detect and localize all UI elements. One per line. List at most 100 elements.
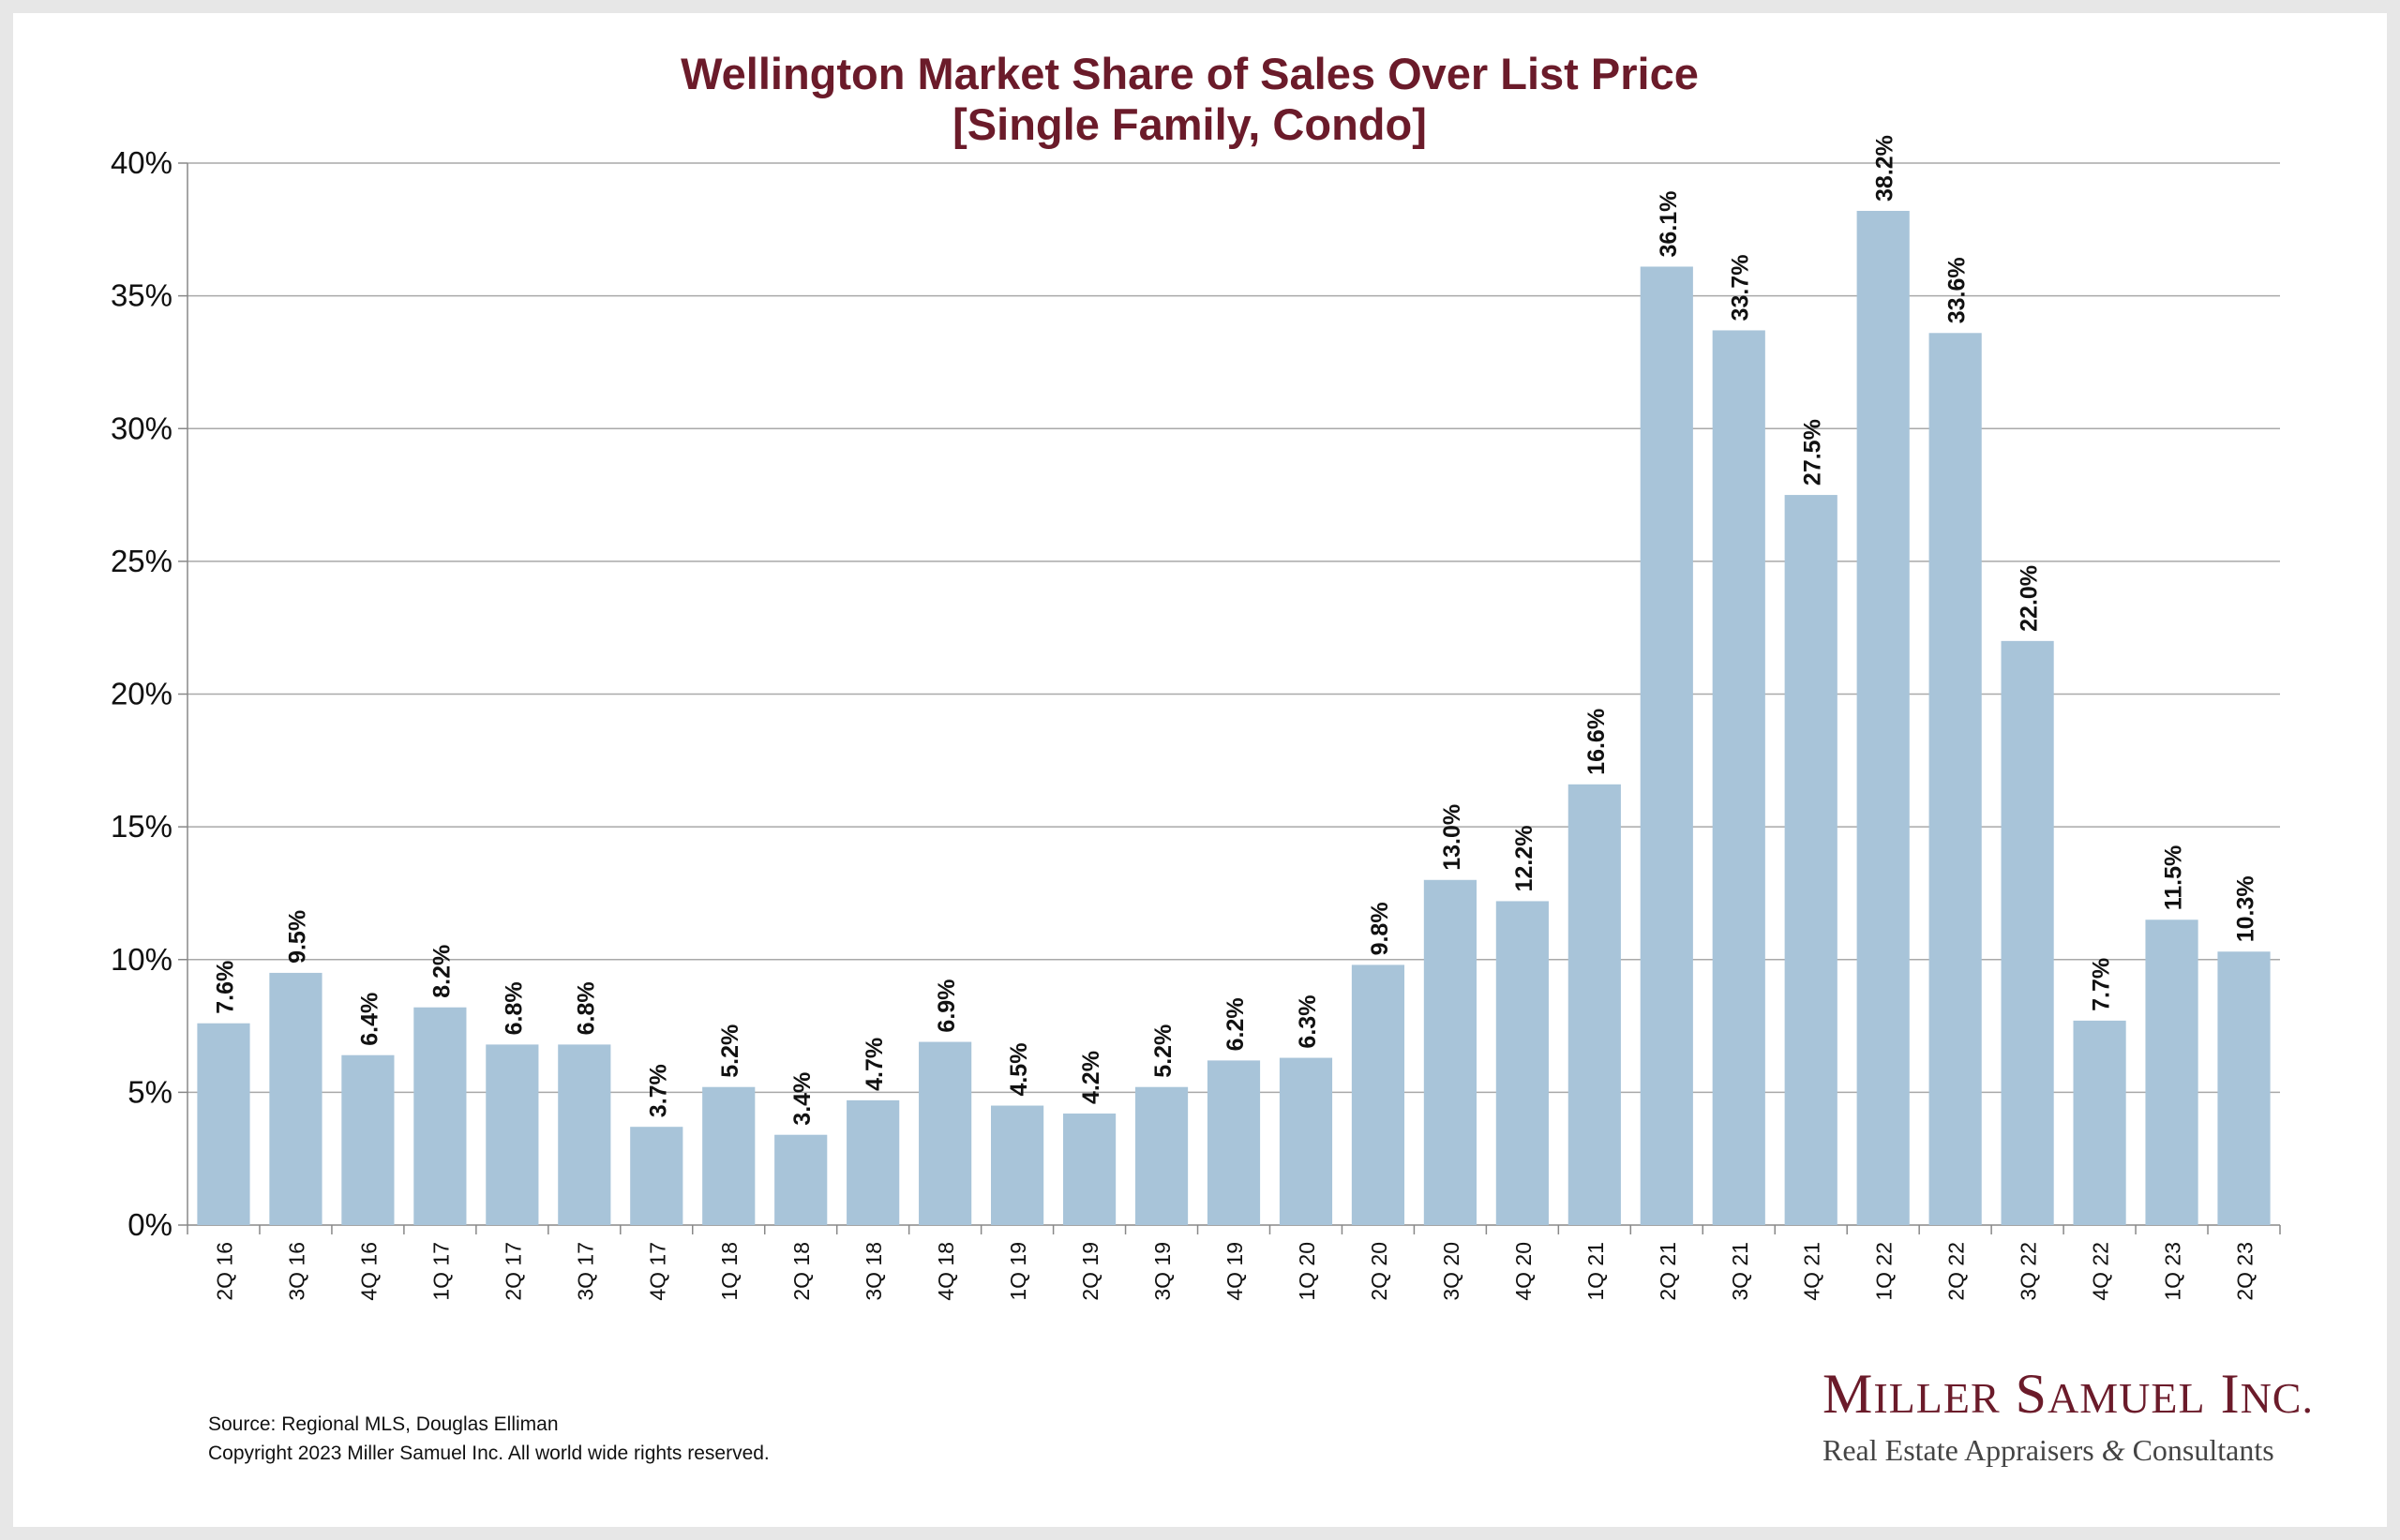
x-tick-label: 1Q 20	[1295, 1242, 1319, 1301]
bar	[1712, 330, 1765, 1225]
data-label: 10.3%	[2233, 875, 2259, 942]
bar	[1495, 901, 1549, 1225]
x-tick-label: 3Q 20	[1439, 1242, 1463, 1301]
data-label: 8.2%	[428, 945, 455, 998]
data-label: 6.8%	[501, 981, 527, 1035]
bar	[630, 1127, 683, 1225]
x-tick-label: 2Q 16	[212, 1242, 236, 1301]
x-tick-label: 3Q 16	[284, 1242, 308, 1301]
x-tick-label: 1Q 22	[1872, 1242, 1897, 1301]
y-tick-label: 10%	[111, 942, 172, 977]
chart-slide: Wellington Market Share of Sales Over Li…	[13, 13, 2387, 1527]
x-tick-label: 3Q 22	[2017, 1242, 2041, 1301]
data-label: 11.5%	[2161, 845, 2187, 911]
y-tick-label: 35%	[111, 278, 172, 313]
x-tick-label: 3Q 18	[862, 1242, 886, 1301]
company-logo: MILLER SAMUEL INC. Real Estate Appraiser…	[1822, 1361, 2314, 1469]
bar	[558, 1044, 611, 1225]
bar	[847, 1099, 900, 1225]
data-label: 9.5%	[284, 910, 310, 964]
data-label: 4.2%	[1078, 1051, 1104, 1104]
y-tick-label: 30%	[111, 411, 172, 445]
data-label: 7.6%	[212, 961, 238, 1014]
data-label: 5.2%	[717, 1024, 743, 1078]
x-tick-label: 1Q 19	[1006, 1242, 1030, 1301]
x-tick-label: 4Q 22	[2089, 1242, 2113, 1301]
x-tick-label: 2Q 23	[2233, 1242, 2258, 1301]
chart-subtitle: [Single Family, Condo]	[952, 99, 1427, 149]
data-label: 9.8%	[1367, 902, 1393, 955]
data-label: 6.4%	[356, 993, 382, 1046]
bar	[1928, 333, 1982, 1225]
y-tick-label: 25%	[111, 544, 172, 578]
x-tick-label: 2Q 21	[1656, 1242, 1680, 1301]
bar	[341, 1054, 395, 1225]
bar	[1568, 784, 1621, 1225]
bar	[2001, 640, 2054, 1225]
x-tick-label: 4Q 18	[934, 1242, 958, 1301]
source-note: Source: Regional MLS, Douglas Elliman Co…	[208, 1410, 770, 1468]
data-label: 38.2%	[1872, 135, 1898, 202]
x-tick-label: 2Q 20	[1367, 1242, 1391, 1301]
x-tick-label: 4Q 16	[356, 1242, 381, 1301]
bar	[1856, 210, 1910, 1226]
data-label: 6.8%	[573, 981, 599, 1035]
bar	[1062, 1114, 1117, 1225]
x-tick-label: 3Q 19	[1150, 1242, 1175, 1301]
data-label: 3.4%	[789, 1072, 816, 1126]
x-tick-label: 2Q 19	[1078, 1242, 1102, 1301]
logo-wordmark: MILLER SAMUEL INC.	[1822, 1363, 2314, 1425]
data-label: 36.1%	[1656, 191, 1682, 258]
data-label: 33.6%	[1944, 257, 1971, 323]
data-label: 7.7%	[2089, 958, 2115, 1011]
data-label: 12.2%	[1511, 826, 1538, 892]
bar	[2145, 920, 2198, 1225]
x-tick-label: 1Q 18	[717, 1242, 742, 1301]
x-tick-label: 1Q 21	[1583, 1242, 1608, 1301]
x-tick-label: 4Q 21	[1800, 1242, 1824, 1301]
bar-chart: 0% 5% 10% 15% 20% 25% 30% 35% 40% 7.6% 2Q 16 9.5% 3Q…	[111, 135, 2281, 1301]
data-label: 16.6%	[1583, 709, 1610, 775]
bar	[1640, 266, 1693, 1225]
x-tick-label: 4Q 20	[1511, 1242, 1536, 1301]
bar	[269, 972, 322, 1225]
bar	[1784, 495, 1838, 1225]
y-tick-label: 20%	[111, 677, 172, 711]
x-tick-label: 4Q 17	[645, 1242, 669, 1301]
bar	[991, 1105, 1044, 1225]
data-label: 6.9%	[934, 979, 960, 1033]
bar	[197, 1023, 250, 1225]
bar	[919, 1041, 972, 1225]
data-label: 6.3%	[1295, 995, 1321, 1049]
y-tick-label: 40%	[111, 145, 172, 180]
bar	[1423, 879, 1477, 1225]
bar	[1134, 1086, 1189, 1225]
source-text: Source: Regional MLS, Douglas Elliman	[208, 1413, 559, 1435]
bar	[2217, 951, 2271, 1225]
data-label: 33.7%	[1728, 255, 1754, 321]
x-tick-label: 4Q 19	[1222, 1242, 1247, 1301]
bar	[1279, 1057, 1333, 1225]
x-tick-label: 2Q 18	[789, 1242, 814, 1301]
x-tick-label: 2Q 22	[1944, 1242, 1969, 1301]
x-tick-label: 2Q 17	[501, 1242, 525, 1301]
data-label: 13.0%	[1439, 804, 1465, 871]
bar	[486, 1044, 539, 1225]
bar	[413, 1007, 467, 1225]
data-label: 6.2%	[1222, 997, 1249, 1051]
x-tick-label: 1Q 23	[2161, 1242, 2185, 1301]
logo-tagline: Real Estate Appraisers & Consultants	[1822, 1433, 2274, 1467]
y-tick-label: 5%	[128, 1074, 172, 1109]
bar	[1351, 964, 1405, 1225]
copyright-text: Copyright 2023 Miller Samuel Inc. All wo…	[208, 1443, 770, 1464]
data-label: 4.7%	[862, 1038, 888, 1091]
x-tick-label: 3Q 17	[573, 1242, 597, 1301]
data-label: 4.5%	[1006, 1043, 1032, 1097]
x-tick-label: 3Q 21	[1728, 1242, 1752, 1301]
bar	[1207, 1060, 1261, 1225]
data-label: 3.7%	[645, 1064, 671, 1117]
y-tick-label: 0%	[128, 1207, 172, 1242]
bar	[2073, 1020, 2126, 1225]
bar	[774, 1134, 828, 1225]
y-tick-label: 15%	[111, 809, 172, 844]
